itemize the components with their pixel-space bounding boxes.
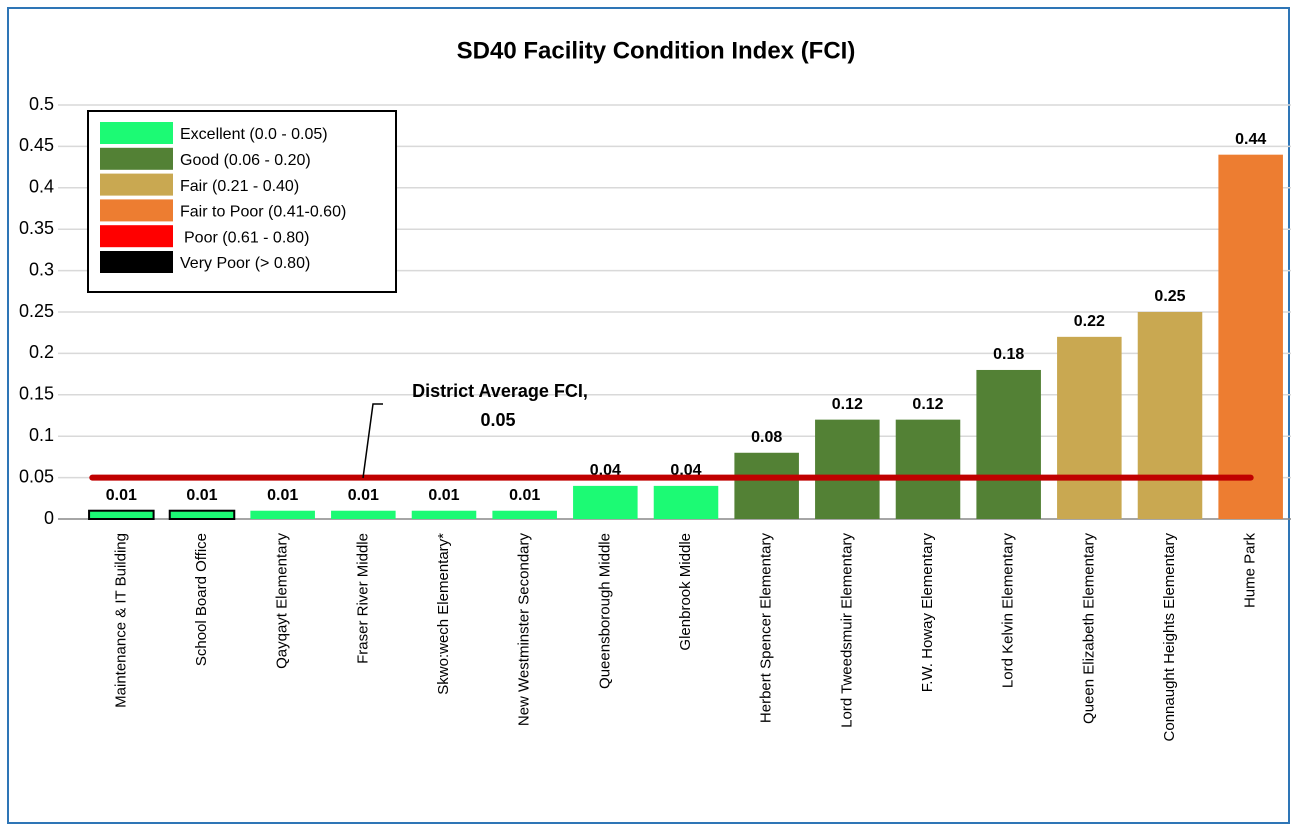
legend-label: Very Poor (> 0.80): [180, 255, 310, 272]
data-label: 0.01: [509, 487, 540, 504]
bar: [411, 510, 477, 519]
x-tick-label: F.W. Howay Elementary: [919, 533, 936, 693]
legend-swatch: [100, 173, 173, 196]
bar: [88, 509, 155, 521]
legend-swatch: [100, 251, 173, 273]
bars: Maintenance & IT Building 0.01 School Boar…: [88, 131, 1283, 742]
chart-title: SD40 Facility Condition Index (FCI): [457, 37, 856, 64]
legend: Excellent (0.0 - 0.05) Good (0.06 - 0.20)…: [87, 110, 397, 293]
legend-swatch: [100, 199, 173, 222]
x-tick-label: Queensborough Middle: [596, 533, 613, 689]
x-tick-label: Connaught Heights Elementary: [1161, 533, 1178, 742]
x-tick-label: Glenbrook Middle: [677, 533, 694, 651]
bar: [1057, 336, 1122, 519]
legend-swatch: [100, 225, 173, 248]
x-tick-label: Fraser River Middle: [354, 533, 371, 664]
bar: [492, 510, 557, 519]
legend-swatch: [100, 147, 173, 170]
data-label: 0.12: [912, 396, 943, 413]
y-tick-label: 0.15: [19, 384, 54, 404]
legend-label: Fair (0.21 - 0.40): [180, 178, 299, 195]
x-tick-label: Herbert Spencer Elementary: [758, 533, 775, 724]
legend-label: Poor (0.61 - 0.80): [184, 229, 309, 246]
data-label: 0.01: [348, 487, 379, 504]
annotation: 0.05: [480, 410, 515, 430]
y-tick-label: 0.05: [19, 466, 54, 486]
x-tick-label: Hume Park: [1242, 533, 1259, 609]
annotation-leader: [362, 403, 383, 479]
legend-label: Excellent (0.0 - 0.05): [180, 126, 328, 143]
x-tick-label: Lord Kelvin Elementary: [1000, 533, 1017, 689]
x-tick-label: Lord Tweedsmuir Elementary: [838, 533, 855, 728]
bar: [168, 509, 236, 521]
data-label: 0.01: [428, 487, 459, 504]
legend-swatch: [100, 122, 173, 144]
x-tick-label: New Westminster Secondary: [516, 533, 533, 727]
data-label: 0.01: [267, 487, 298, 504]
annotation: District Average FCI,: [412, 381, 588, 401]
legend-label: Fair to Poor (0.41-0.60): [180, 204, 346, 221]
y-tick-label: 0.2: [29, 342, 54, 362]
y-tick-label: 0.35: [19, 218, 54, 238]
y-tick-label: 0.1: [29, 425, 54, 445]
data-label: 0.01: [106, 487, 137, 504]
bar: [1218, 154, 1283, 519]
y-tick-label: 0.45: [19, 135, 54, 155]
x-tick-label: School Board Office: [193, 533, 210, 666]
bar: [653, 485, 719, 519]
bar: [250, 510, 315, 519]
bar: [734, 452, 799, 519]
y-tick-label: 0.5: [29, 94, 54, 114]
x-tick-label: Qayqayt Elementary: [274, 533, 291, 669]
frame: [7, 7, 1290, 824]
data-label: 0.12: [832, 396, 863, 413]
bar: [976, 369, 1041, 519]
y-tick-label: 0.25: [19, 301, 54, 321]
bar: [331, 510, 396, 519]
bar: [815, 419, 880, 519]
y-tick-label: 0.3: [29, 259, 54, 279]
data-label: 0.44: [1235, 131, 1266, 148]
bar: [573, 485, 638, 519]
data-label: 0.25: [1154, 288, 1185, 305]
data-label: 0.22: [1074, 313, 1105, 330]
x-tick-label: Maintenance & IT Building: [112, 533, 129, 708]
reference: District Average FCI, 0.05: [89, 381, 1254, 481]
bar: [1137, 312, 1203, 519]
bar: [895, 419, 961, 519]
y-tick-label: 0.4: [29, 177, 54, 197]
data-label: 0.01: [186, 487, 217, 504]
data-label: 0.18: [993, 346, 1024, 363]
data-label: 0.08: [751, 429, 782, 446]
y-tick-label: 0: [44, 508, 54, 528]
legend-label: Good (0.06 - 0.20): [180, 152, 311, 169]
x-tick-label: Queen Elizabeth Elementary: [1080, 533, 1097, 724]
x-tick-label: Skwo:wech Elementary*: [435, 533, 452, 695]
